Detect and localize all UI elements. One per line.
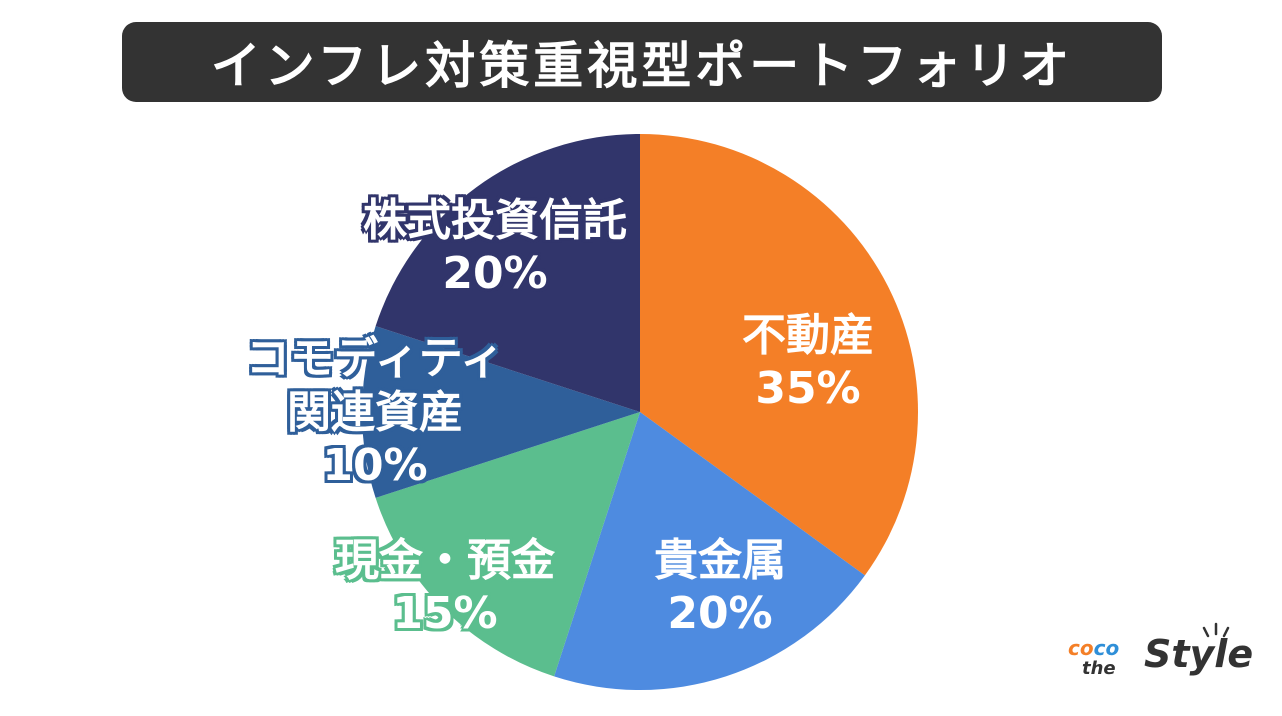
- title-banner: インフレ対策重視型ポートフォリオ: [122, 22, 1162, 102]
- logo-coco: coco: [1068, 636, 1120, 660]
- pie-slice: [375, 412, 640, 677]
- logo-the: the: [1082, 658, 1116, 679]
- pie-slice: [362, 326, 640, 498]
- logo-style: Style: [1144, 632, 1254, 676]
- label-equity-funds: 株式投資信託 20%: [363, 195, 627, 299]
- pie-slice: [375, 134, 640, 412]
- page-title: インフレ対策重視型ポートフォリオ: [210, 37, 1074, 95]
- coco-the-style-logo: coco the Style: [1068, 622, 1253, 688]
- sparkle-icon: [1202, 622, 1230, 638]
- label-cash-deposits: 現金・預金 15%: [335, 535, 555, 639]
- label-commodities: コモディティ 関連資産 10%: [245, 333, 505, 492]
- pie-slice: [640, 134, 918, 576]
- label-real-estate: 不動産 35%: [742, 310, 874, 414]
- pie-slice: [554, 412, 865, 690]
- label-precious-metals: 貴金属 20%: [654, 535, 786, 639]
